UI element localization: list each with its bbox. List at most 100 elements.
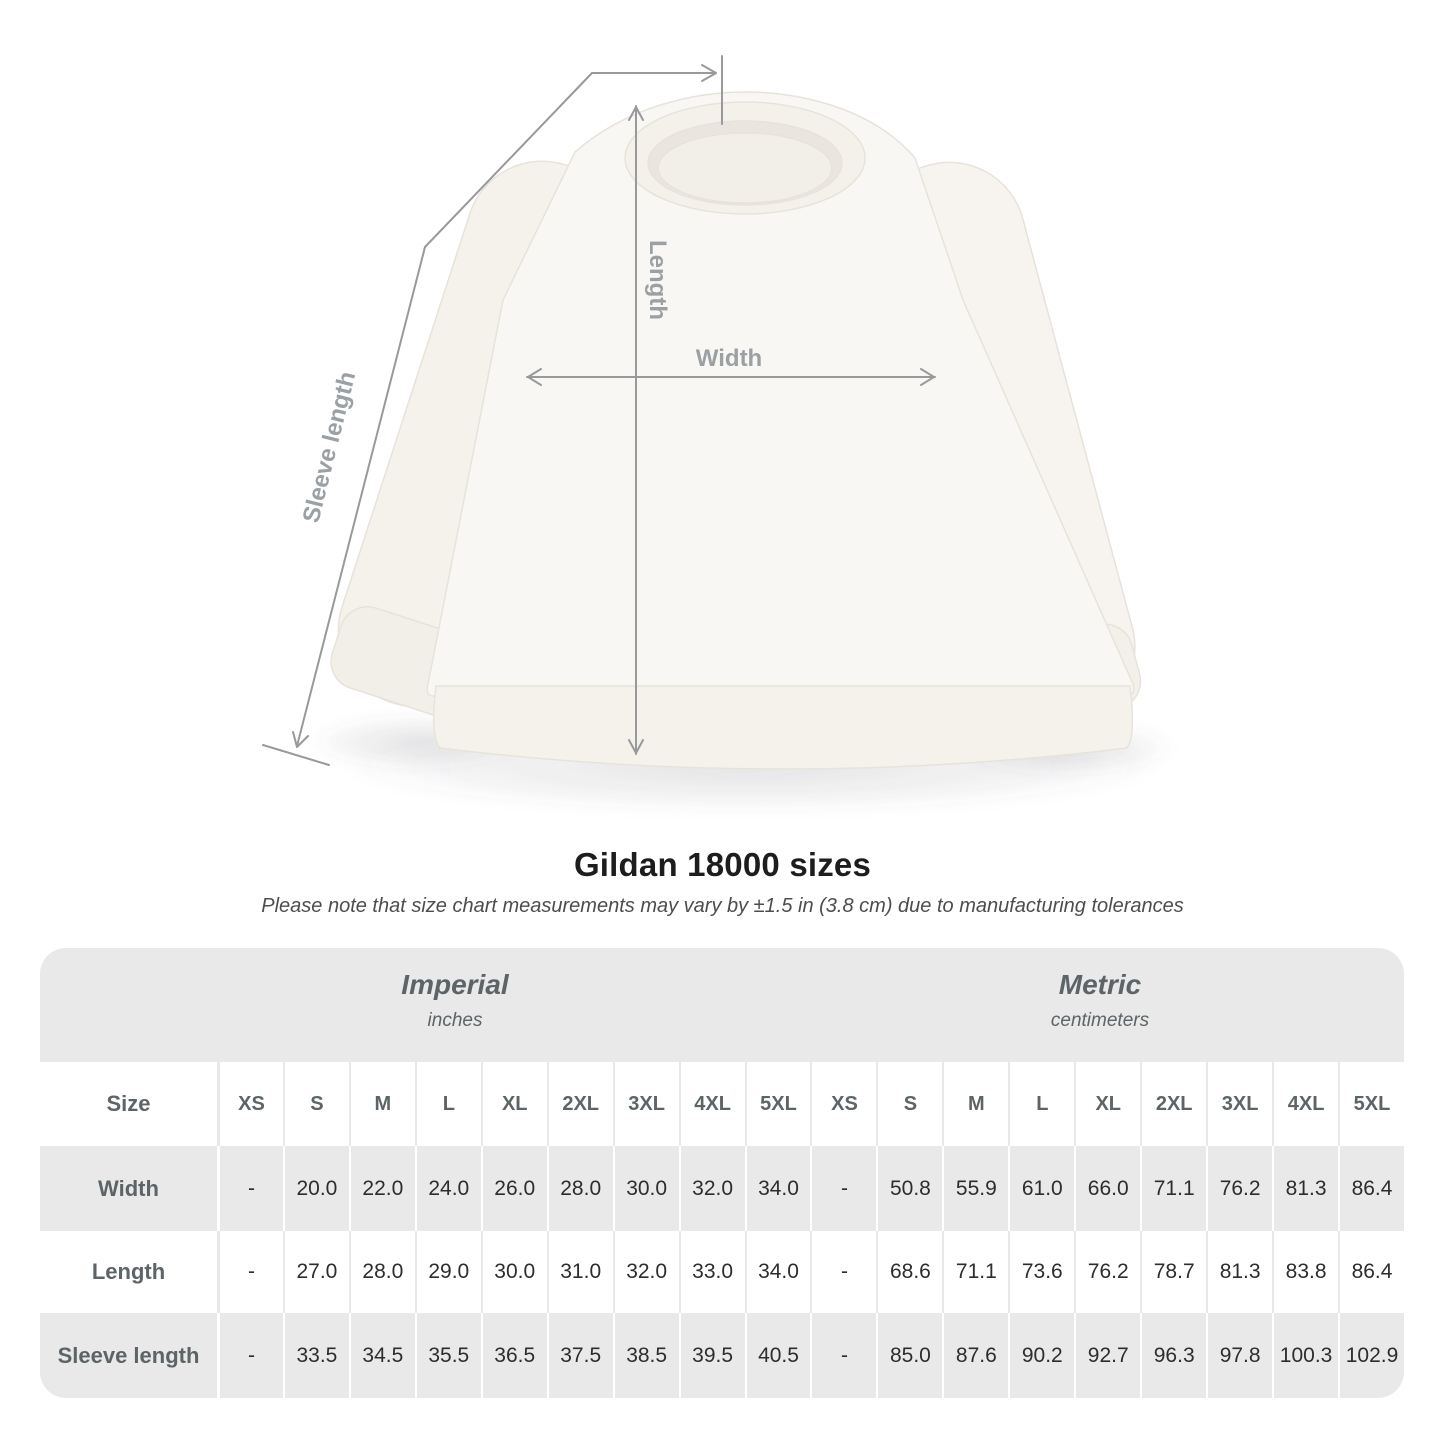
- page-title: Gildan 18000 sizes: [573, 846, 872, 883]
- length-label: Length: [644, 240, 671, 320]
- metric-title: Metric: [1058, 969, 1142, 1000]
- table-cell: 32.0: [678, 1146, 745, 1231]
- table-cell: 86.4: [1338, 1231, 1404, 1313]
- table-cell: 71.1: [1140, 1146, 1206, 1231]
- metric-unit-group: Metric centimeters: [1051, 968, 1149, 1032]
- imperial-unit-group: Imperial inches: [401, 968, 508, 1032]
- row-label-sleeve-length: Sleeve length: [57, 1342, 200, 1368]
- size-col-header: S: [282, 1062, 349, 1146]
- size-col-header: 4XL: [678, 1062, 745, 1146]
- table-cell: -: [810, 1313, 876, 1398]
- size-table: Imperial inches Metric centimeters Size …: [40, 948, 1404, 1398]
- width-arrowhead-right: [920, 368, 935, 386]
- size-column-header: Size: [106, 1091, 151, 1116]
- table-cell: 36.5: [480, 1313, 547, 1398]
- table-cell: 35.5: [414, 1313, 481, 1398]
- table-cell: 61.0: [1008, 1146, 1074, 1231]
- size-col-header: 5XL: [1338, 1062, 1404, 1146]
- size-col-header: S: [876, 1062, 942, 1146]
- sleeve-arrowhead-cuff: [292, 731, 309, 748]
- sleeve-cuff-tick: [262, 744, 330, 766]
- imperial-title: Imperial: [401, 969, 509, 1000]
- sleeve-diagonal-upper: [424, 72, 593, 248]
- table-row-width: Width -20.0 22.0 24.0 26.0 28.0 30.0 32.0 34.0-…: [40, 1146, 1404, 1231]
- table-row-sleeve-length: Sleeve length -33.5 34.5 35.5 36.5 37.5 38.5 3…: [40, 1313, 1404, 1398]
- table-cell: 96.3: [1140, 1313, 1206, 1398]
- size-col-header: 4XL: [1272, 1062, 1338, 1146]
- table-cell: 26.0: [480, 1146, 547, 1231]
- hem-band: [433, 685, 1134, 770]
- table-cell: 33.0: [678, 1231, 745, 1313]
- table-cell: 33.5: [282, 1313, 349, 1398]
- table-cell: 68.6: [876, 1231, 942, 1313]
- size-col-header: 3XL: [612, 1062, 679, 1146]
- table-cell: 81.3: [1206, 1231, 1272, 1313]
- row-label-width: Width: [98, 1175, 159, 1201]
- width-label: Width: [696, 345, 762, 372]
- table-cell: 85.0: [876, 1313, 942, 1398]
- size-col-header: M: [942, 1062, 1008, 1146]
- table-cell: -: [217, 1313, 283, 1398]
- table-cell: 22.0: [348, 1146, 415, 1231]
- size-col-header: XS: [217, 1062, 283, 1146]
- table-row-length: Length -27.0 28.0 29.0 30.0 31.0 32.0 33.0 34.0…: [40, 1231, 1404, 1313]
- table-cell: 66.0: [1074, 1146, 1140, 1231]
- sweatshirt-image: [330, 91, 1142, 770]
- sweatshirt-measurement-diagram: Length Width Sleeve length: [262, 55, 1175, 812]
- sleeve-length-label: Sleeve length: [298, 369, 362, 526]
- body-panel: [426, 91, 1135, 697]
- table-cell: 81.3: [1272, 1146, 1338, 1231]
- metric-unit: centimeters: [1050, 1009, 1150, 1031]
- width-arrowhead-left: [527, 368, 542, 386]
- table-cell: 76.2: [1074, 1231, 1140, 1313]
- table-cell: 83.8: [1272, 1231, 1338, 1313]
- table-cell: -: [810, 1231, 876, 1313]
- collar-inside: [657, 132, 833, 204]
- table-cell: 71.1: [942, 1231, 1008, 1313]
- table-cell: -: [217, 1231, 283, 1313]
- table-header-row: Size XS S M L XL 2XL 3XL 4XL 5XL XS S M L XL 2XL 3XL 4XL…: [40, 1062, 1404, 1146]
- table-cell: 90.2: [1008, 1313, 1074, 1398]
- size-col-header: 2XL: [546, 1062, 613, 1146]
- table-cell: 50.8: [876, 1146, 942, 1231]
- table-cell: 30.0: [612, 1146, 679, 1231]
- size-col-header: L: [1008, 1062, 1074, 1146]
- table-cell: 34.0: [744, 1146, 811, 1231]
- table-cell: 39.5: [678, 1313, 745, 1398]
- table-cell: 34.5: [348, 1313, 415, 1398]
- size-col-header: XL: [1074, 1062, 1140, 1146]
- sleeve-arrowhead-right: [701, 64, 717, 82]
- size-col-header: 5XL: [744, 1062, 811, 1146]
- row-label-length: Length: [91, 1259, 166, 1284]
- size-col-header: XL: [480, 1062, 547, 1146]
- table-cell: 92.7: [1074, 1313, 1140, 1398]
- table-cell: 87.6: [942, 1313, 1008, 1398]
- imperial-unit: inches: [427, 1009, 483, 1031]
- tolerance-note: Please note that size chart measurements…: [261, 895, 1184, 917]
- table-cell: 102.9: [1338, 1313, 1404, 1398]
- table-cell: 31.0: [546, 1231, 613, 1313]
- table-cell: 24.0: [414, 1146, 481, 1231]
- table-cell: 73.6: [1008, 1231, 1074, 1313]
- table-cell: 28.0: [546, 1146, 613, 1231]
- table-cell: 20.0: [282, 1146, 349, 1231]
- table-cell: 55.9: [942, 1146, 1008, 1231]
- table-cell: 30.0: [480, 1231, 547, 1313]
- table-cell: 38.5: [612, 1313, 679, 1398]
- table-cell: 32.0: [612, 1231, 679, 1313]
- table-cell: -: [217, 1146, 283, 1231]
- measurement-lines: [262, 55, 936, 766]
- size-col-header: 3XL: [1206, 1062, 1272, 1146]
- size-col-header: L: [414, 1062, 481, 1146]
- sleeve-diagonal-lower: [296, 246, 426, 747]
- table-cell: -: [810, 1146, 876, 1231]
- size-col-header: M: [348, 1062, 415, 1146]
- unit-header-band: Imperial inches Metric centimeters: [40, 948, 1404, 1062]
- table-cell: 37.5: [546, 1313, 613, 1398]
- table-cell: 97.8: [1206, 1313, 1272, 1398]
- table-cell: 76.2: [1206, 1146, 1272, 1231]
- length-arrowhead-top: [628, 106, 644, 121]
- table-cell: 29.0: [414, 1231, 481, 1313]
- size-col-header: 2XL: [1140, 1062, 1206, 1146]
